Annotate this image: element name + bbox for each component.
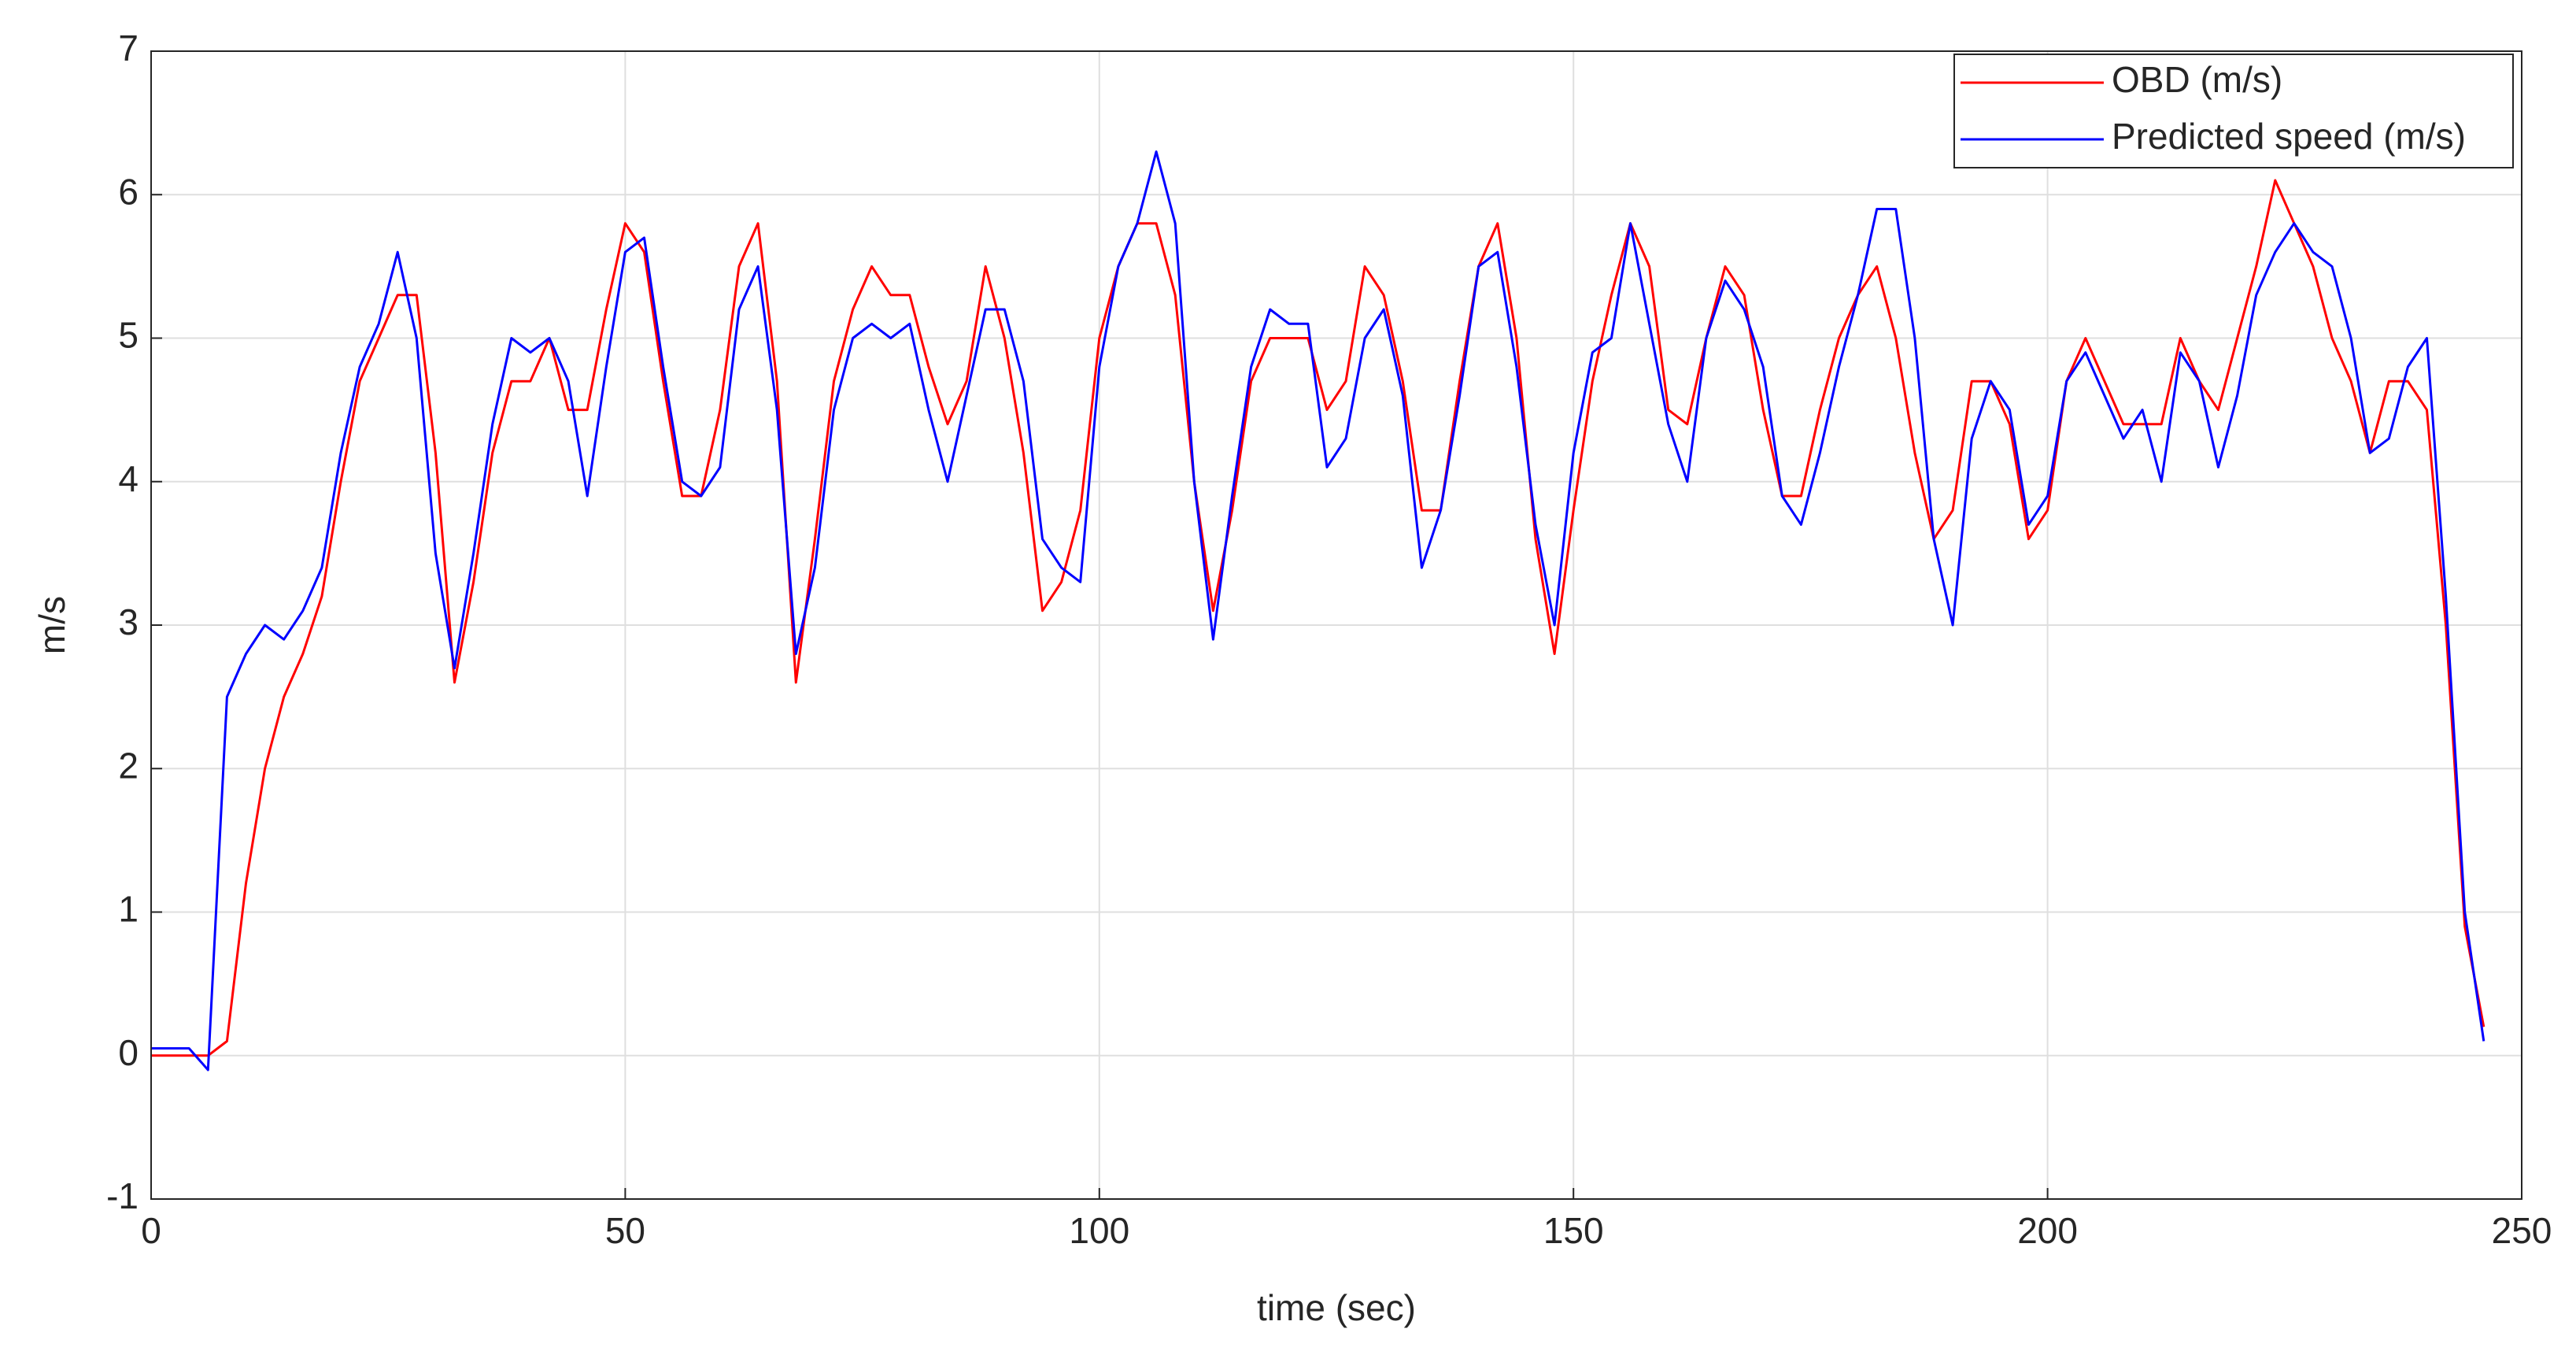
y-tick-label: 0 bbox=[118, 1032, 139, 1073]
x-tick-label: 150 bbox=[1543, 1210, 1604, 1251]
x-tick-label: 250 bbox=[2492, 1210, 2552, 1251]
y-tick-label: -1 bbox=[106, 1175, 139, 1216]
series-line bbox=[151, 179, 2485, 1057]
legend-label: OBD (m/s) bbox=[2112, 59, 2282, 100]
legend-box bbox=[1953, 54, 2514, 168]
y-tick-label: 2 bbox=[118, 745, 139, 786]
y-tick-label: 6 bbox=[118, 171, 139, 212]
y-tick-label: 1 bbox=[118, 889, 139, 930]
y-tick-label: 4 bbox=[118, 458, 139, 499]
y-tick-label: 5 bbox=[118, 315, 139, 356]
x-tick-label: 200 bbox=[2017, 1210, 2078, 1251]
legend: OBD (m/s) Predicted speed (m/s) bbox=[1953, 54, 2514, 168]
y-axis-label: m/s bbox=[31, 596, 72, 654]
x-tick-label: 100 bbox=[1069, 1210, 1129, 1251]
plot-frame bbox=[150, 50, 2522, 1200]
y-tick-label: 3 bbox=[118, 601, 139, 642]
x-axis-label: time (sec) bbox=[1257, 1287, 1416, 1328]
series-line bbox=[151, 150, 2485, 1071]
x-tick-label: 50 bbox=[605, 1210, 645, 1251]
x-tick-label: 0 bbox=[141, 1210, 161, 1251]
y-tick-label: 7 bbox=[118, 28, 139, 68]
legend-label: Predicted speed (m/s) bbox=[2112, 116, 2466, 157]
